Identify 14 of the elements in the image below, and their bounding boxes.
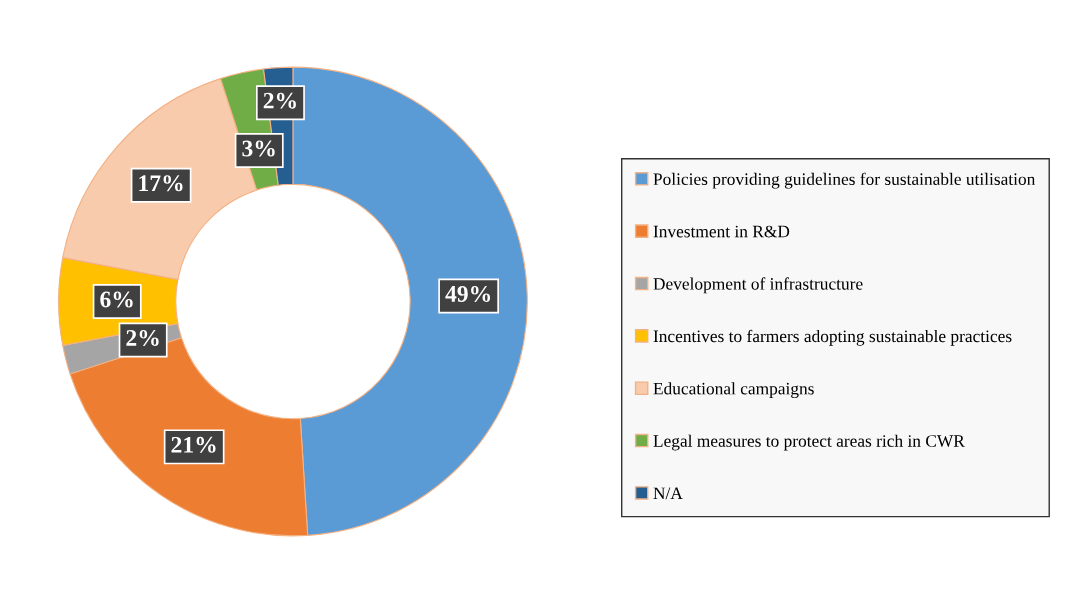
data-label: 21% [171, 436, 216, 453]
legend-label: Incentives to farmers adopting sustainable practices [653, 329, 1012, 346]
data-label: 6% [100, 291, 133, 308]
legend-label: Investment in R&D [653, 225, 790, 238]
legend-label: N/A [653, 487, 683, 500]
legend-label: Educational campaigns [653, 382, 814, 399]
data-label: 2% [126, 329, 159, 346]
data-label: 3% [242, 140, 275, 157]
data-label: 49% [445, 285, 491, 302]
data-label: 17% [139, 175, 183, 192]
legend-label: Legal measures to protect areas rich in CWR [653, 434, 965, 451]
data-label: 2% [263, 92, 296, 109]
legend-label: Development of infrastructure [653, 277, 863, 294]
legend-label: Policies providing guidelines for sustainable utilisation [653, 172, 1036, 189]
